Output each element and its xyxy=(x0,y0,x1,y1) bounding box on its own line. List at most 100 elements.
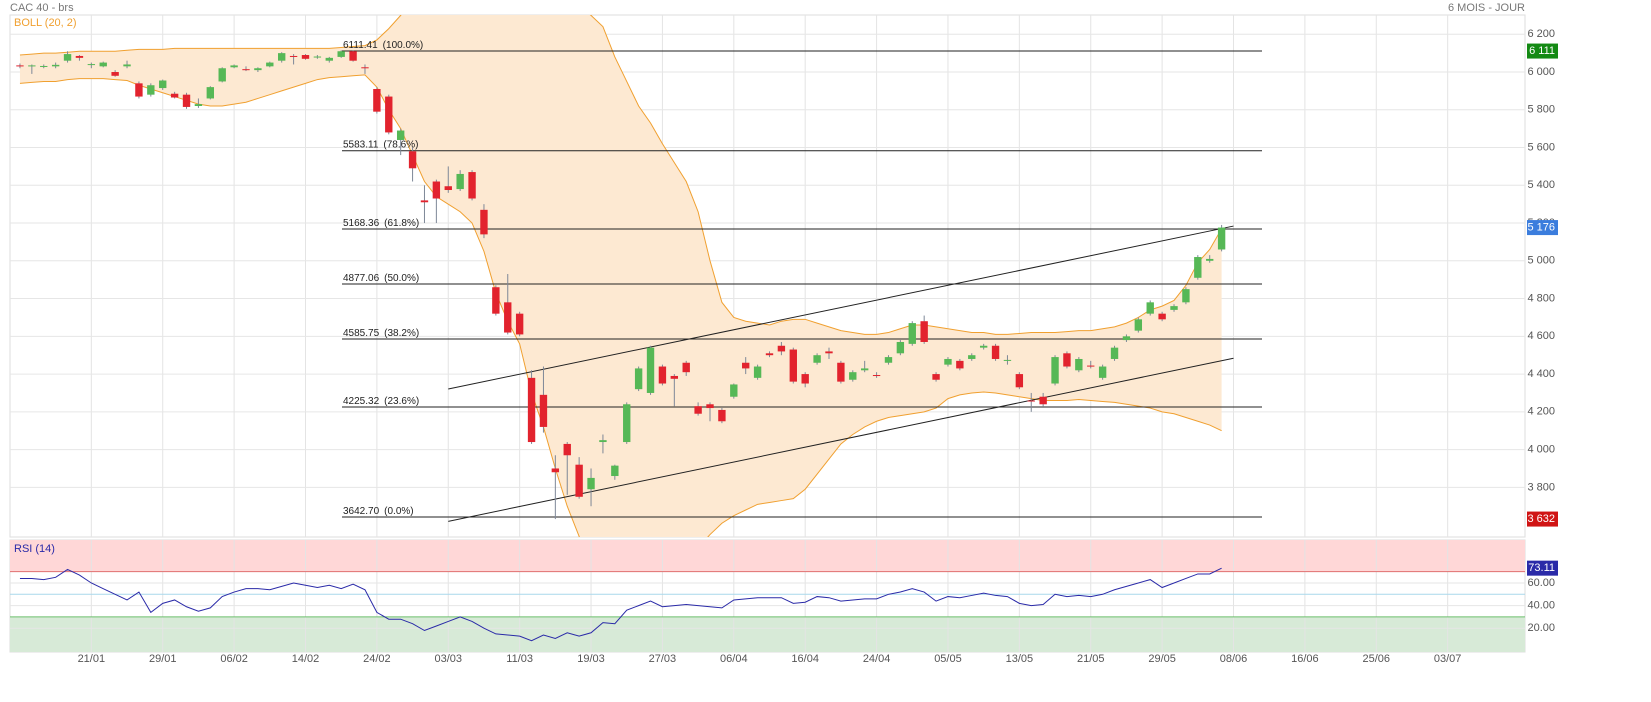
chart-subtitle: 6 MOIS - JOUR xyxy=(1448,2,1525,14)
trend-line xyxy=(448,225,1234,390)
candle-body xyxy=(313,56,322,58)
fib-value: 4877.06 xyxy=(343,273,380,284)
candle-body xyxy=(813,355,821,363)
candle-body xyxy=(515,313,524,335)
fib-ratio: (61.8%) xyxy=(384,218,419,229)
x-tick-label: 21/01 xyxy=(78,653,106,665)
candle-body xyxy=(575,464,583,497)
candle-body xyxy=(872,375,881,377)
candle-body xyxy=(111,72,119,76)
candle-body xyxy=(1015,374,1024,388)
candle-body xyxy=(742,362,750,369)
candle-body xyxy=(956,360,964,369)
candle-body xyxy=(159,80,167,89)
candle-body xyxy=(206,87,214,99)
candle-body xyxy=(991,345,1000,359)
y-tick-label: 40.00 xyxy=(1527,600,1555,612)
candle-body xyxy=(587,477,595,490)
candle-body xyxy=(789,349,797,382)
x-tick-label: 14/02 xyxy=(292,653,320,665)
candle-body xyxy=(623,404,631,443)
candle-body xyxy=(611,465,619,477)
candle-body xyxy=(1194,257,1202,278)
candle-body xyxy=(1146,302,1154,314)
candle-body xyxy=(504,302,512,333)
overbought-zone xyxy=(10,540,1525,572)
y-tick-label: 5 000 xyxy=(1527,255,1555,267)
candle-body xyxy=(373,89,381,112)
x-tick-label: 16/06 xyxy=(1291,653,1319,665)
y-tick-label: 4 600 xyxy=(1527,330,1555,342)
candle-body xyxy=(361,67,369,69)
oversold-zone xyxy=(10,616,1525,652)
fib-value: 6111.41 xyxy=(343,40,378,51)
candle-body xyxy=(456,173,464,190)
rsi-marker-label: 73.11 xyxy=(1528,562,1555,574)
y-tick-label: 5 800 xyxy=(1527,104,1555,116)
candle-body xyxy=(385,96,393,133)
candle-body xyxy=(1170,306,1178,310)
candle-body xyxy=(63,54,72,61)
candle-body xyxy=(1039,396,1047,405)
fib-ratio: (50.0%) xyxy=(384,273,419,284)
x-tick-label: 24/04 xyxy=(863,653,891,665)
x-tick-label: 19/03 xyxy=(577,653,605,665)
x-tick-label: 08/06 xyxy=(1220,653,1248,665)
candle-body xyxy=(1158,313,1166,320)
candle-body xyxy=(765,353,774,356)
candle-body xyxy=(170,93,179,98)
candle-body xyxy=(551,468,560,473)
bands-area xyxy=(19,15,1222,537)
candle-body xyxy=(396,130,405,140)
candle-body xyxy=(968,355,976,359)
fib-value: 5168.36 xyxy=(343,218,380,229)
candle-body xyxy=(40,65,48,67)
candle-body xyxy=(979,345,988,348)
candle-body xyxy=(837,362,845,382)
x-tick-label: 05/05 xyxy=(934,653,962,665)
x-tick-label: 24/02 xyxy=(363,653,391,665)
candle-body xyxy=(194,104,203,106)
rsi-marker xyxy=(1527,560,1558,576)
x-tick-label: 03/07 xyxy=(1434,653,1462,665)
candle-body xyxy=(777,345,786,352)
candle-body xyxy=(730,384,738,397)
y-tick-label: 6 200 xyxy=(1527,28,1555,40)
candle-body xyxy=(349,51,357,61)
candle-body xyxy=(1217,227,1226,250)
candle-body xyxy=(420,200,429,203)
candle-body xyxy=(87,64,96,66)
candle-body xyxy=(682,362,690,373)
candle-body xyxy=(801,374,809,384)
candle-body xyxy=(254,68,262,71)
x-tick-label: 11/03 xyxy=(506,653,533,665)
x-tick-label: 16/04 xyxy=(791,653,819,665)
candle-body xyxy=(182,94,191,107)
candle-body xyxy=(432,181,441,199)
rsi-legend: RSI (14) xyxy=(14,543,55,555)
candle-body xyxy=(1063,353,1071,367)
candle-body xyxy=(563,443,571,456)
fib-value: 5583.11 xyxy=(343,139,379,150)
x-tick-label: 29/01 xyxy=(149,653,177,665)
candle-body xyxy=(1182,289,1190,303)
fib-label: 4225.32 (23.6%) xyxy=(343,396,419,407)
candle-body xyxy=(147,85,155,95)
candle-body xyxy=(706,404,714,409)
x-tick-label: 27/03 xyxy=(649,653,677,665)
y-tick-label: 5 600 xyxy=(1527,141,1555,153)
candle-body xyxy=(218,68,226,82)
x-tick-label: 13/05 xyxy=(1006,653,1034,665)
candle-body xyxy=(920,321,928,342)
band-lower xyxy=(19,74,1222,537)
candle-body xyxy=(1134,319,1143,331)
candle-body xyxy=(932,374,940,380)
candle-body xyxy=(599,440,607,443)
candle-body xyxy=(718,409,726,422)
price-marker xyxy=(1527,43,1558,59)
x-tick-label: 06/04 xyxy=(720,653,748,665)
fib-label: 4877.06 (50.0%) xyxy=(343,273,419,284)
band-upper xyxy=(19,15,1223,335)
